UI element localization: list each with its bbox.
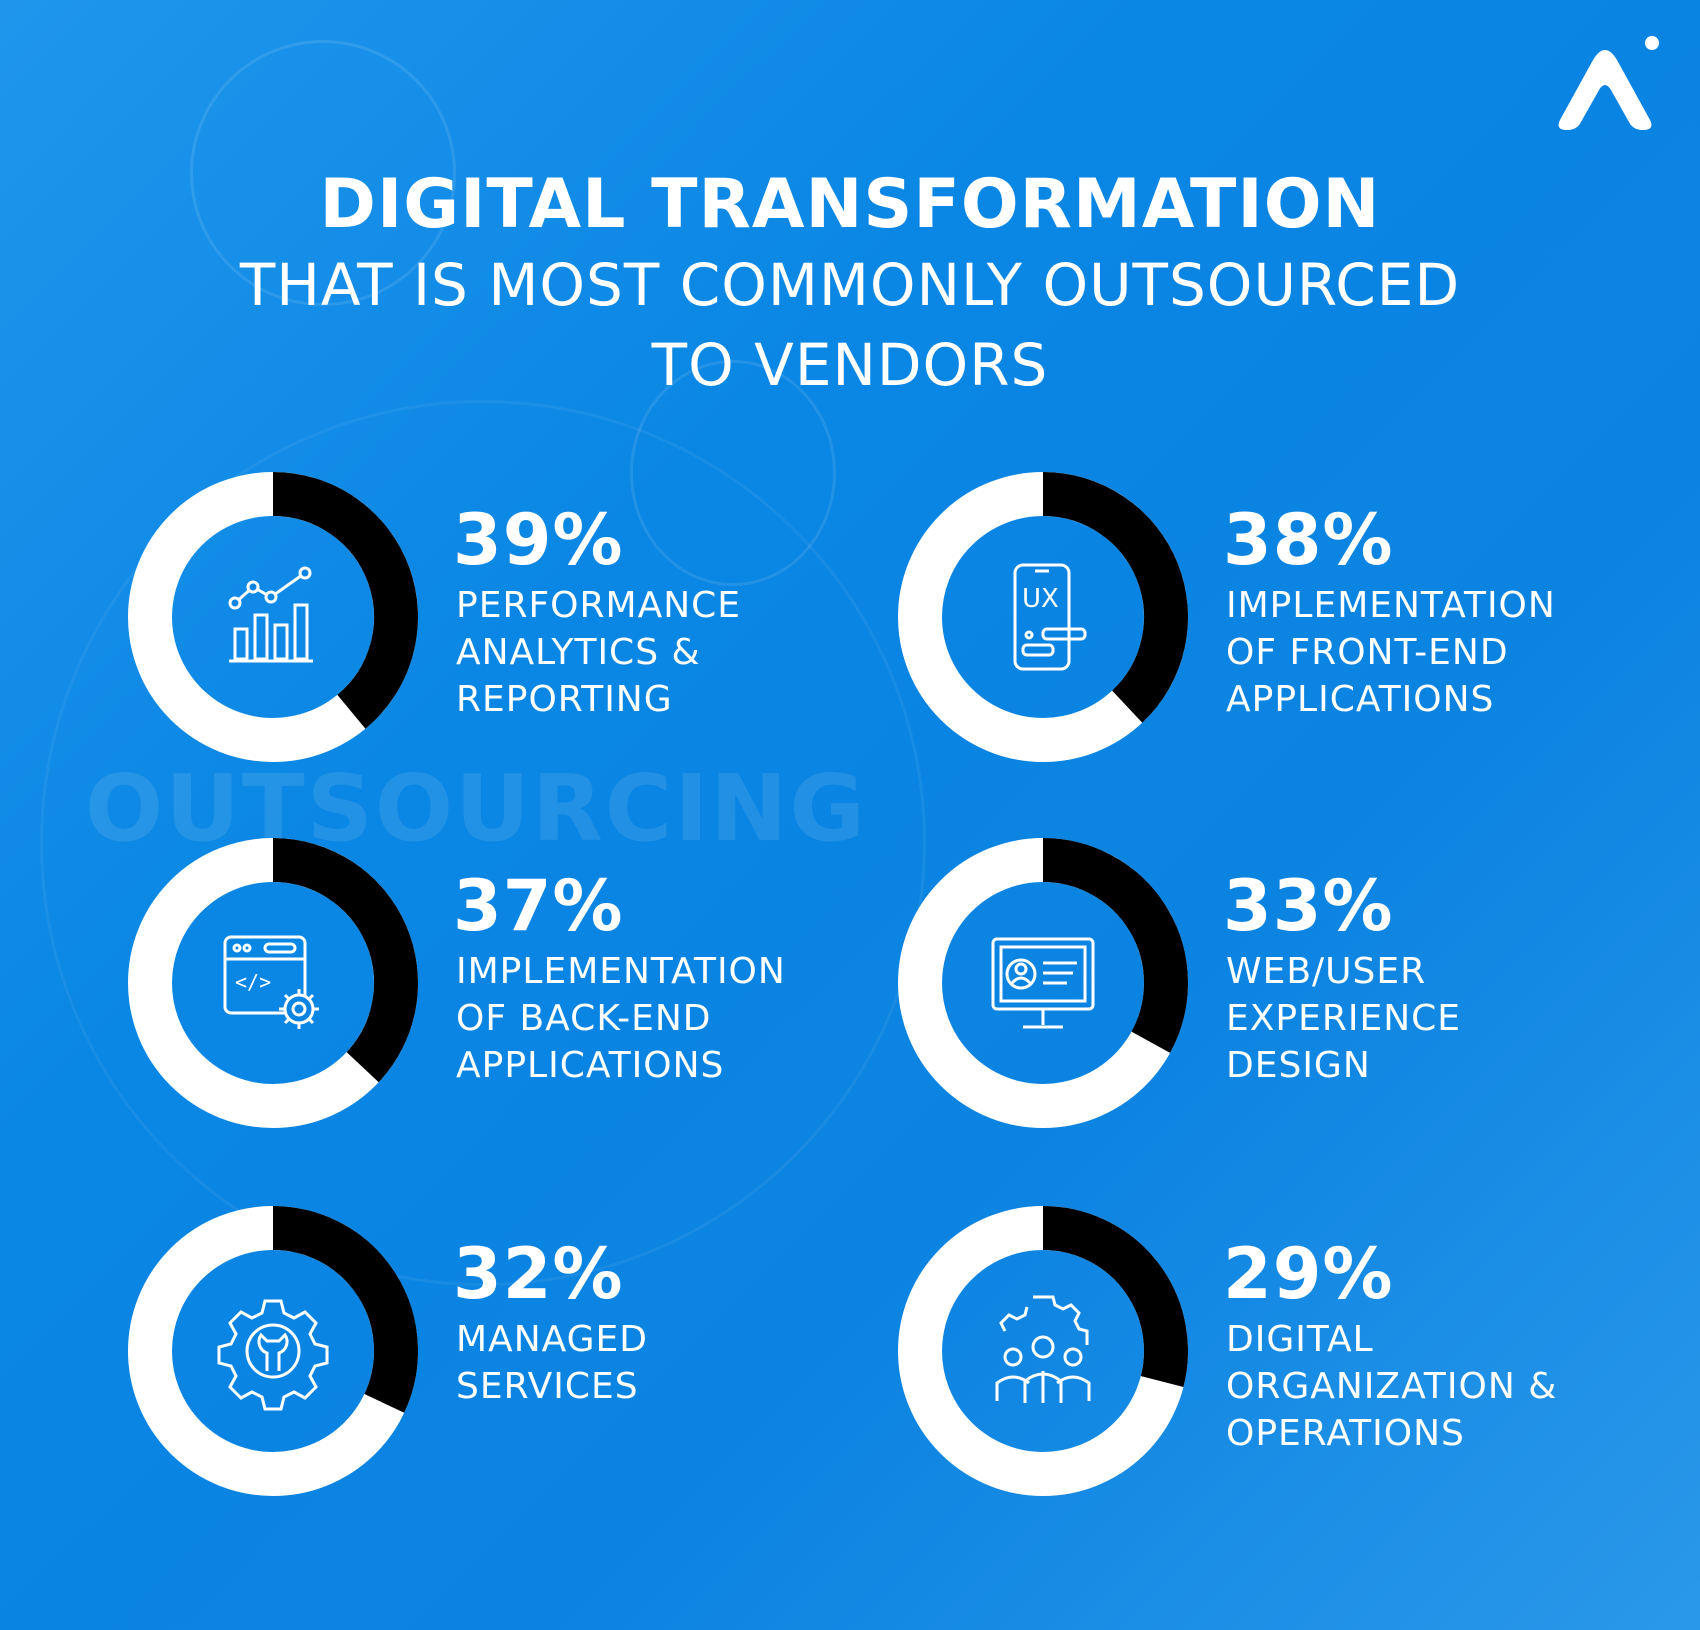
brand-logo xyxy=(1558,36,1659,130)
donut-chart xyxy=(898,838,1188,1128)
category-label-line: DIGITAL xyxy=(1226,1319,1374,1360)
donut-value-arc xyxy=(272,472,418,729)
percentage-value: 32% xyxy=(453,1233,624,1315)
code-window-gear-icon: </> xyxy=(223,935,319,1029)
category-label-line: APPLICATIONS xyxy=(1226,679,1495,720)
stat-item: 33% WEB/USER EXPERIENCE DESIGN xyxy=(898,838,1658,1138)
category-label-line: ANALYTICS & xyxy=(456,632,701,673)
donut-chart xyxy=(128,472,418,762)
category-label-line: SERVICES xyxy=(456,1366,639,1407)
percentage-value: 33% xyxy=(1223,865,1394,947)
donut-chart xyxy=(128,838,418,1128)
category-label-line: OF BACK-END xyxy=(456,998,712,1039)
gear-wrench-icon xyxy=(217,1299,329,1411)
donut-value-arc xyxy=(272,838,418,1083)
category-label-line: REPORTING xyxy=(456,679,673,720)
donut-chart xyxy=(128,1206,418,1496)
svg-text:</>: </> xyxy=(235,970,271,994)
category-label-line: WEB/USER xyxy=(1226,951,1427,992)
stat-item: UX 38% IMPLEMENTATION OF FRONT-END APPLICATI… xyxy=(898,472,1658,772)
percentage-value: 29% xyxy=(1223,1233,1394,1315)
category-label-line: IMPLEMENTATION xyxy=(456,951,786,992)
category-label: DIGITAL ORGANIZATION & OPERATIONS xyxy=(1226,1316,1666,1457)
background-circle xyxy=(40,400,926,1286)
category-label-line: EXPERIENCE xyxy=(1226,998,1462,1039)
ux-phone-icon: UX xyxy=(1013,563,1087,671)
category-label: WEB/USER EXPERIENCE DESIGN xyxy=(1226,948,1666,1089)
stat-item: </> 37% IMPLEMENTATION OF BACK-END APPLICATI… xyxy=(128,838,888,1138)
donut-value-arc xyxy=(1042,838,1188,1053)
donut-value-arc xyxy=(1042,472,1188,723)
category-label: MANAGED SERVICES xyxy=(456,1316,896,1410)
stat-item: 29% DIGITAL ORGANIZATION & OPERATIONS xyxy=(898,1206,1658,1506)
title-block: DIGITAL TRANSFORMATION THAT IS MOST COMM… xyxy=(0,165,1700,405)
category-label-line: OPERATIONS xyxy=(1226,1413,1465,1454)
donut-chart xyxy=(898,1206,1188,1496)
subtitle-line-2: TO VENDORS xyxy=(651,331,1049,399)
percentage-value: 38% xyxy=(1223,499,1394,581)
stat-item: 39% PERFORMANCE ANALYTICS & REPORTING xyxy=(128,472,888,772)
percentage-value: 39% xyxy=(453,499,624,581)
svg-text:UX: UX xyxy=(1022,584,1059,614)
category-label-line: ORGANIZATION & xyxy=(1226,1366,1558,1407)
analytics-chart-icon xyxy=(228,566,313,663)
donut-chart xyxy=(898,472,1188,762)
category-label-line: IMPLEMENTATION xyxy=(1226,585,1556,626)
category-label-line: PERFORMANCE xyxy=(456,585,742,626)
monitor-profile-icon xyxy=(991,937,1095,1029)
percentage-value: 37% xyxy=(453,865,624,947)
stat-item: 32% MANAGED SERVICES xyxy=(128,1206,888,1506)
background-watermark-text: OUTSOURCING xyxy=(85,755,867,862)
title: DIGITAL TRANSFORMATION xyxy=(319,165,1381,244)
donut-value-arc xyxy=(272,1206,418,1413)
donut-value-arc xyxy=(1042,1206,1188,1388)
team-gear-icon xyxy=(995,1295,1091,1403)
category-label: PERFORMANCE ANALYTICS & REPORTING xyxy=(456,582,896,723)
category-label-line: DESIGN xyxy=(1226,1045,1371,1086)
category-label-line: OF FRONT-END xyxy=(1226,632,1509,673)
category-label-line: MANAGED xyxy=(456,1319,648,1360)
subtitle-line-1: THAT IS MOST COMMONLY OUTSOURCED xyxy=(239,251,1461,319)
category-label: IMPLEMENTATION OF FRONT-END APPLICATIONS xyxy=(1226,582,1666,723)
background-circle xyxy=(190,40,456,306)
category-label-line: APPLICATIONS xyxy=(456,1045,725,1086)
category-label: IMPLEMENTATION OF BACK-END APPLICATIONS xyxy=(456,948,896,1089)
